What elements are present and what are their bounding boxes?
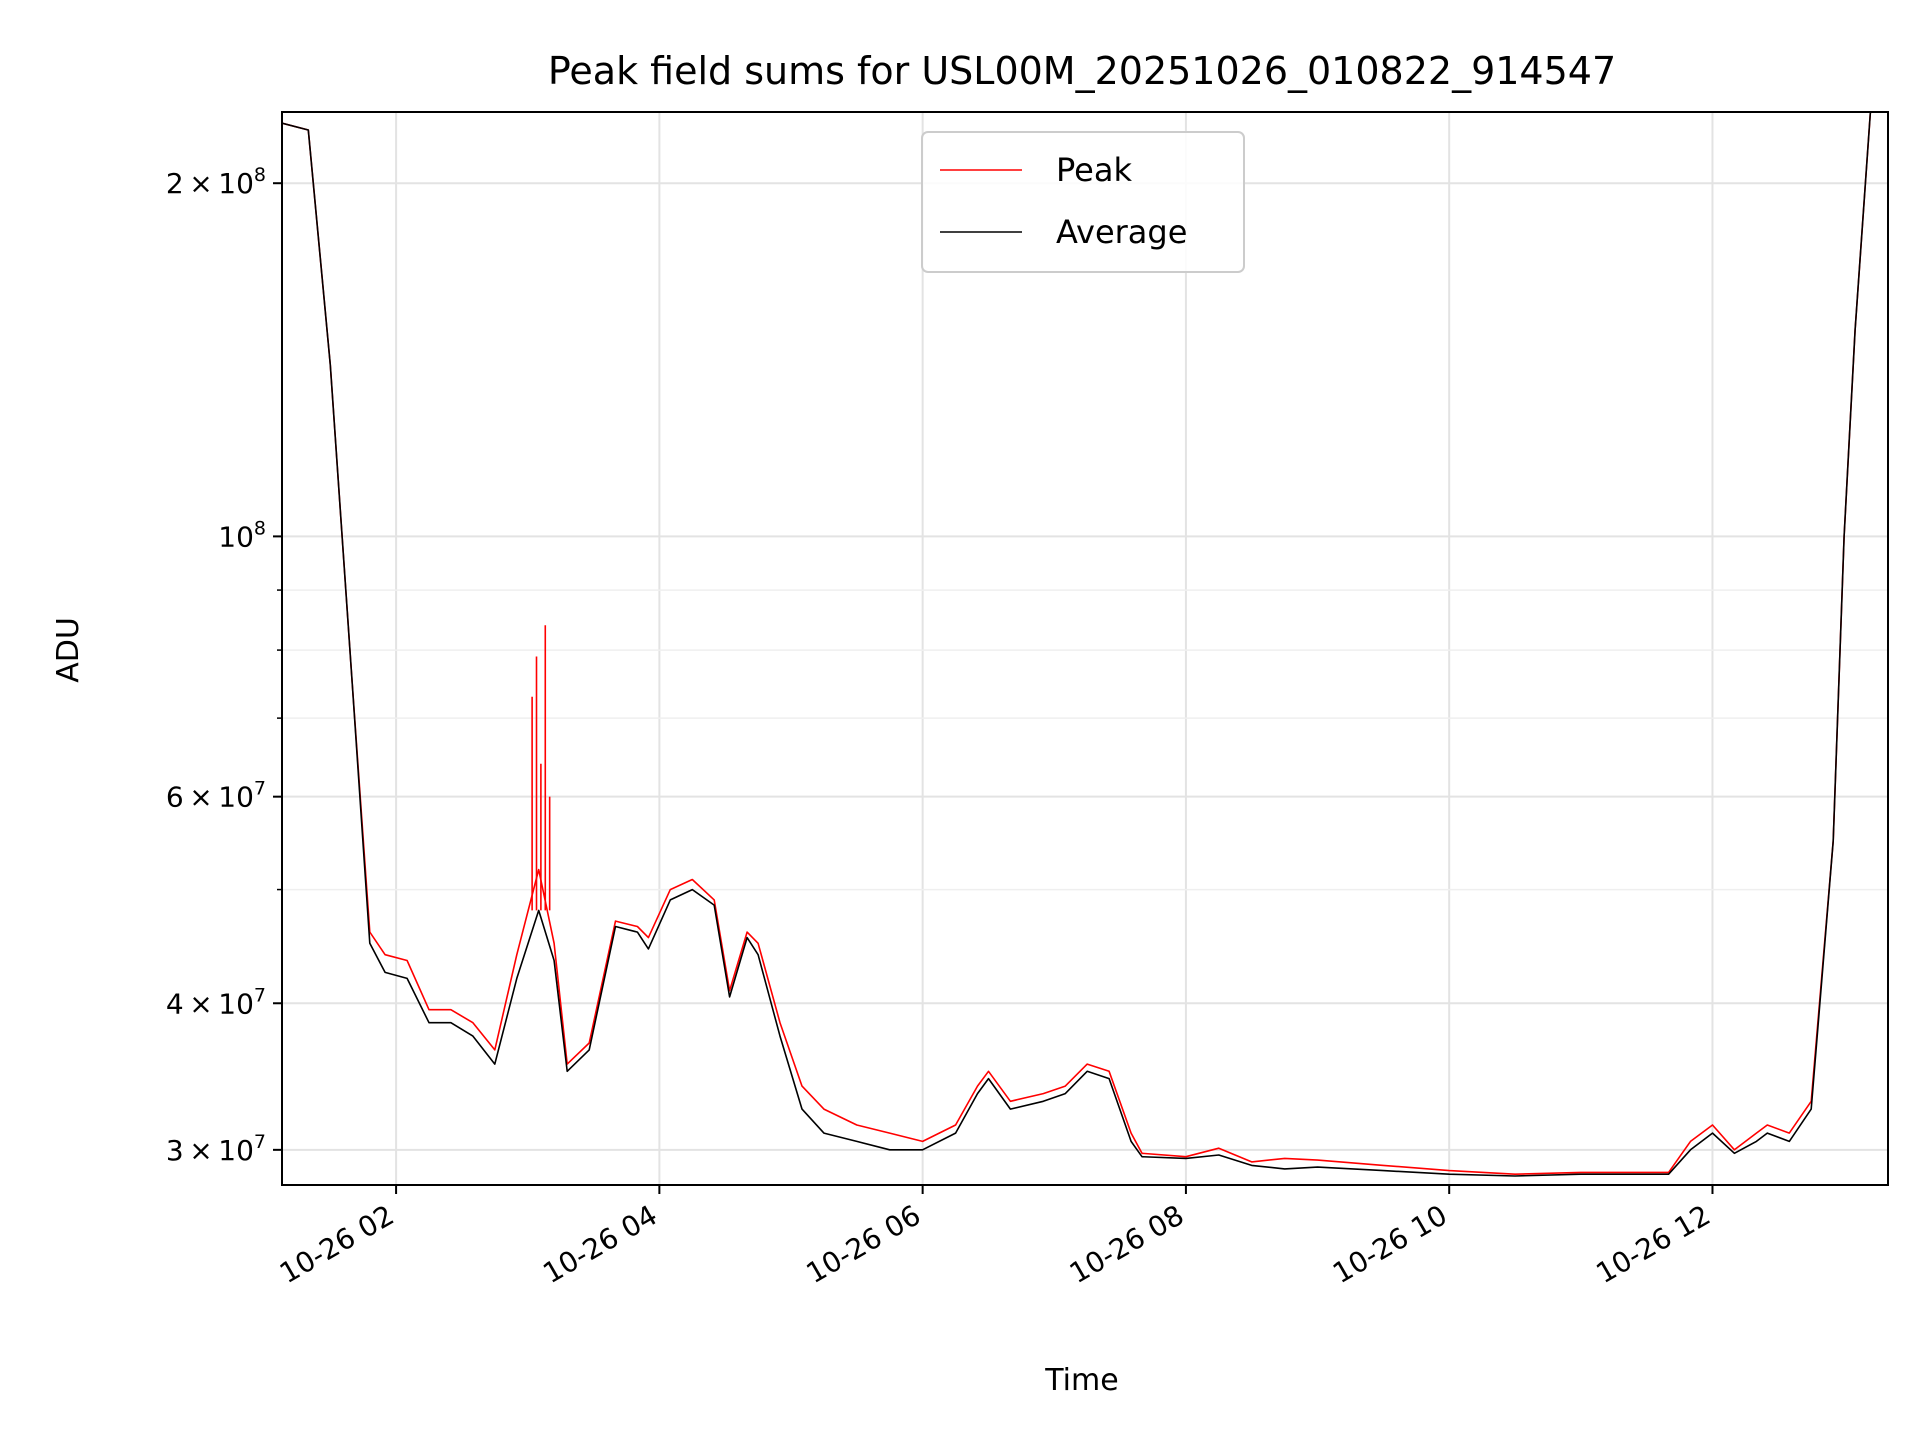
legend-box bbox=[921, 131, 1245, 273]
legend: Peak Average bbox=[921, 131, 1245, 273]
series-layer bbox=[282, 112, 1872, 1177]
legend-label-average: Average bbox=[1056, 213, 1187, 251]
chart-title: Peak field sums for USL00M_20251026_0108… bbox=[548, 49, 1616, 93]
y-tick-label: 4 × 107 bbox=[166, 984, 266, 1020]
series-line-average bbox=[282, 112, 1872, 1177]
legend-label-peak: Peak bbox=[1056, 151, 1132, 189]
y-tick-label: 3 × 107 bbox=[166, 1131, 266, 1167]
x-axis-label: Time bbox=[1044, 1363, 1118, 1398]
series-line-peak bbox=[282, 112, 1872, 1175]
y-tick-label: 6 × 107 bbox=[166, 778, 266, 814]
y-tick-label: 2 × 108 bbox=[166, 164, 266, 200]
y-axis-label: ADU bbox=[51, 617, 86, 683]
plot-frame bbox=[281, 111, 1889, 1186]
